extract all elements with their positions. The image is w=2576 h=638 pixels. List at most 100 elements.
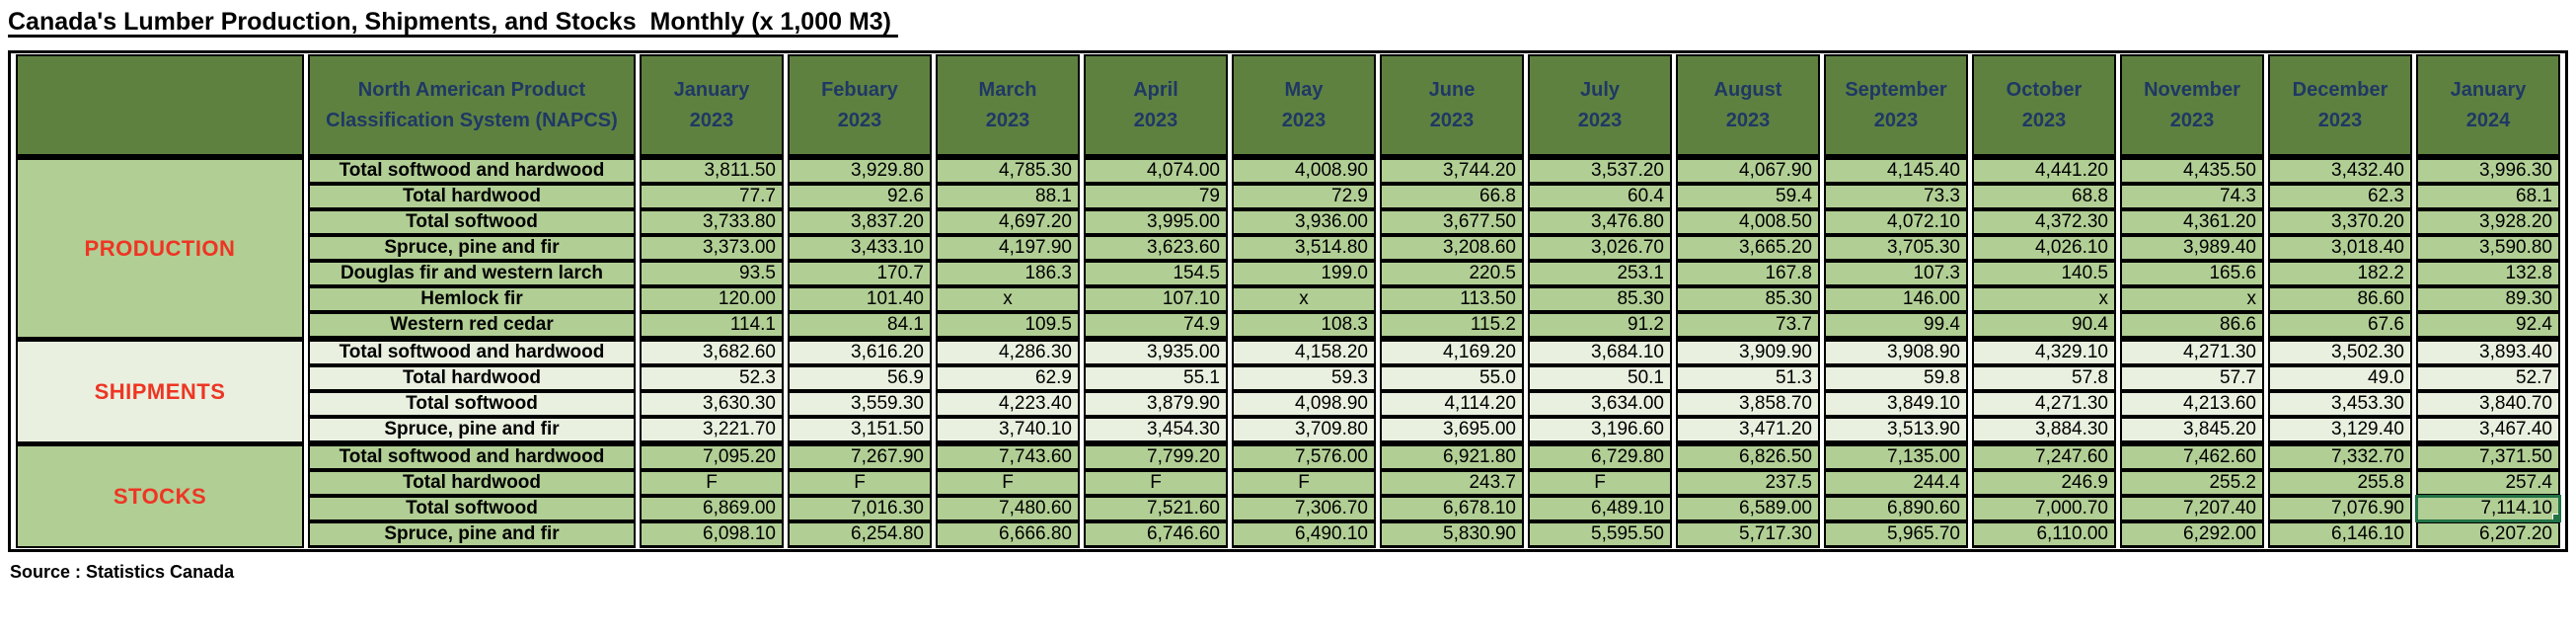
data-cell[interactable]: 3,537.20 [1528,157,1672,184]
data-cell[interactable]: F [936,470,1080,496]
data-cell[interactable]: 7,095.20 [640,443,784,470]
data-cell[interactable]: 3,196.60 [1528,417,1672,443]
data-cell[interactable]: 4,286.30 [936,339,1080,365]
data-cell[interactable]: 57.8 [1972,365,2116,391]
data-cell[interactable]: 186.3 [936,261,1080,286]
data-cell[interactable]: 253.1 [1528,261,1672,286]
data-cell[interactable]: 3,559.30 [788,391,932,417]
data-cell[interactable]: 49.0 [2268,365,2412,391]
data-cell[interactable]: 85.30 [1528,286,1672,312]
data-cell[interactable]: 3,467.40 [2416,417,2560,443]
section-label-shipments[interactable]: SHIPMENTS [16,339,304,443]
data-cell[interactable]: 237.5 [1676,470,1820,496]
data-cell[interactable]: 4,785.30 [936,157,1080,184]
data-cell[interactable]: x [936,286,1080,312]
data-cell[interactable]: 3,677.50 [1380,209,1524,235]
data-cell[interactable]: 4,435.50 [2120,157,2264,184]
section-label-stocks[interactable]: STOCKS [16,443,304,548]
data-cell[interactable]: 7,371.50 [2416,443,2560,470]
data-cell[interactable]: 109.5 [936,312,1080,339]
data-cell[interactable]: 5,595.50 [1528,521,1672,548]
data-cell[interactable]: 3,935.00 [1084,339,1228,365]
data-cell[interactable]: 3,018.40 [2268,235,2412,261]
data-cell[interactable]: 4,158.20 [1232,339,1376,365]
data-cell[interactable]: 88.1 [936,184,1080,209]
row-label[interactable]: Total softwood [308,496,636,521]
data-cell[interactable]: 79 [1084,184,1228,209]
data-cell[interactable]: 6,666.80 [936,521,1080,548]
data-cell[interactable]: 55.0 [1380,365,1524,391]
data-cell[interactable]: 7,114.10 [2415,495,2561,522]
row-label[interactable]: Total softwood and hardwood [308,157,636,184]
data-cell[interactable]: 3,433.10 [788,235,932,261]
row-label[interactable]: Total softwood [308,209,636,235]
data-cell[interactable]: 7,743.60 [936,443,1080,470]
data-cell[interactable]: 7,076.90 [2268,496,2412,521]
data-cell[interactable]: 77.7 [640,184,784,209]
data-cell[interactable]: 3,740.10 [936,417,1080,443]
data-cell[interactable]: 3,837.20 [788,209,932,235]
row-label[interactable]: Total hardwood [308,365,636,391]
row-label[interactable]: Total softwood [308,391,636,417]
data-cell[interactable]: 4,329.10 [1972,339,2116,365]
col-header-november-2023[interactable]: November 2023 [2120,54,2264,157]
data-cell[interactable]: 132.8 [2416,261,2560,286]
data-cell[interactable]: 108.3 [1232,312,1376,339]
data-cell[interactable]: 68.1 [2416,184,2560,209]
data-cell[interactable]: 56.9 [788,365,932,391]
data-cell[interactable]: 4,361.20 [2120,209,2264,235]
data-cell[interactable]: x [1972,286,2116,312]
data-cell[interactable]: 6,729.80 [1528,443,1672,470]
data-cell[interactable]: 73.7 [1676,312,1820,339]
data-cell[interactable]: 4,098.90 [1232,391,1376,417]
data-cell[interactable]: F [788,470,932,496]
data-cell[interactable]: 86.6 [2120,312,2264,339]
data-cell[interactable]: 6,746.60 [1084,521,1228,548]
col-header-july-2023[interactable]: July 2023 [1528,54,1672,157]
data-cell[interactable]: 3,709.80 [1232,417,1376,443]
data-cell[interactable]: 3,026.70 [1528,235,1672,261]
data-cell[interactable]: 167.8 [1676,261,1820,286]
data-cell[interactable]: 60.4 [1528,184,1672,209]
data-cell[interactable]: 7,576.00 [1232,443,1376,470]
data-cell[interactable]: 7,480.60 [936,496,1080,521]
section-label-production[interactable]: PRODUCTION [16,157,304,339]
data-cell[interactable]: 3,928.20 [2416,209,2560,235]
data-cell[interactable]: 244.4 [1824,470,1968,496]
data-cell[interactable]: 3,909.90 [1676,339,1820,365]
data-cell[interactable]: 3,744.20 [1380,157,1524,184]
data-cell[interactable]: 5,830.90 [1380,521,1524,548]
row-label[interactable]: Total hardwood [308,470,636,496]
data-cell[interactable]: 6,490.10 [1232,521,1376,548]
data-cell[interactable]: 182.2 [2268,261,2412,286]
data-cell[interactable]: 4,145.40 [1824,157,1968,184]
row-label[interactable]: Western red cedar [308,312,636,339]
data-cell[interactable]: 4,271.30 [1972,391,2116,417]
data-cell[interactable]: 220.5 [1380,261,1524,286]
data-cell[interactable]: 59.8 [1824,365,1968,391]
data-cell[interactable]: F [640,470,784,496]
data-cell[interactable]: 6,921.80 [1380,443,1524,470]
data-cell[interactable]: 3,849.10 [1824,391,1968,417]
col-header-august-2023[interactable]: August 2023 [1676,54,1820,157]
data-cell[interactable]: F [1084,470,1228,496]
row-label[interactable]: Spruce, pine and fir [308,521,636,548]
data-cell[interactable]: 3,733.80 [640,209,784,235]
data-cell[interactable]: 51.3 [1676,365,1820,391]
data-cell[interactable]: 4,441.20 [1972,157,2116,184]
data-cell[interactable]: 7,000.70 [1972,496,2116,521]
data-cell[interactable]: 4,114.20 [1380,391,1524,417]
data-cell[interactable]: 4,223.40 [936,391,1080,417]
data-cell[interactable]: 84.1 [788,312,932,339]
data-cell[interactable]: 99.4 [1824,312,1968,339]
data-cell[interactable]: 7,247.60 [1972,443,2116,470]
data-cell[interactable]: 3,616.20 [788,339,932,365]
data-cell[interactable]: 7,207.40 [2120,496,2264,521]
data-cell[interactable]: 3,476.80 [1528,209,1672,235]
data-cell[interactable]: 6,254.80 [788,521,932,548]
selection-fill-handle[interactable] [2552,514,2558,519]
data-cell[interactable]: 3,630.30 [640,391,784,417]
data-cell[interactable]: 107.3 [1824,261,1968,286]
data-cell[interactable]: 3,995.00 [1084,209,1228,235]
data-cell[interactable]: 92.4 [2416,312,2560,339]
